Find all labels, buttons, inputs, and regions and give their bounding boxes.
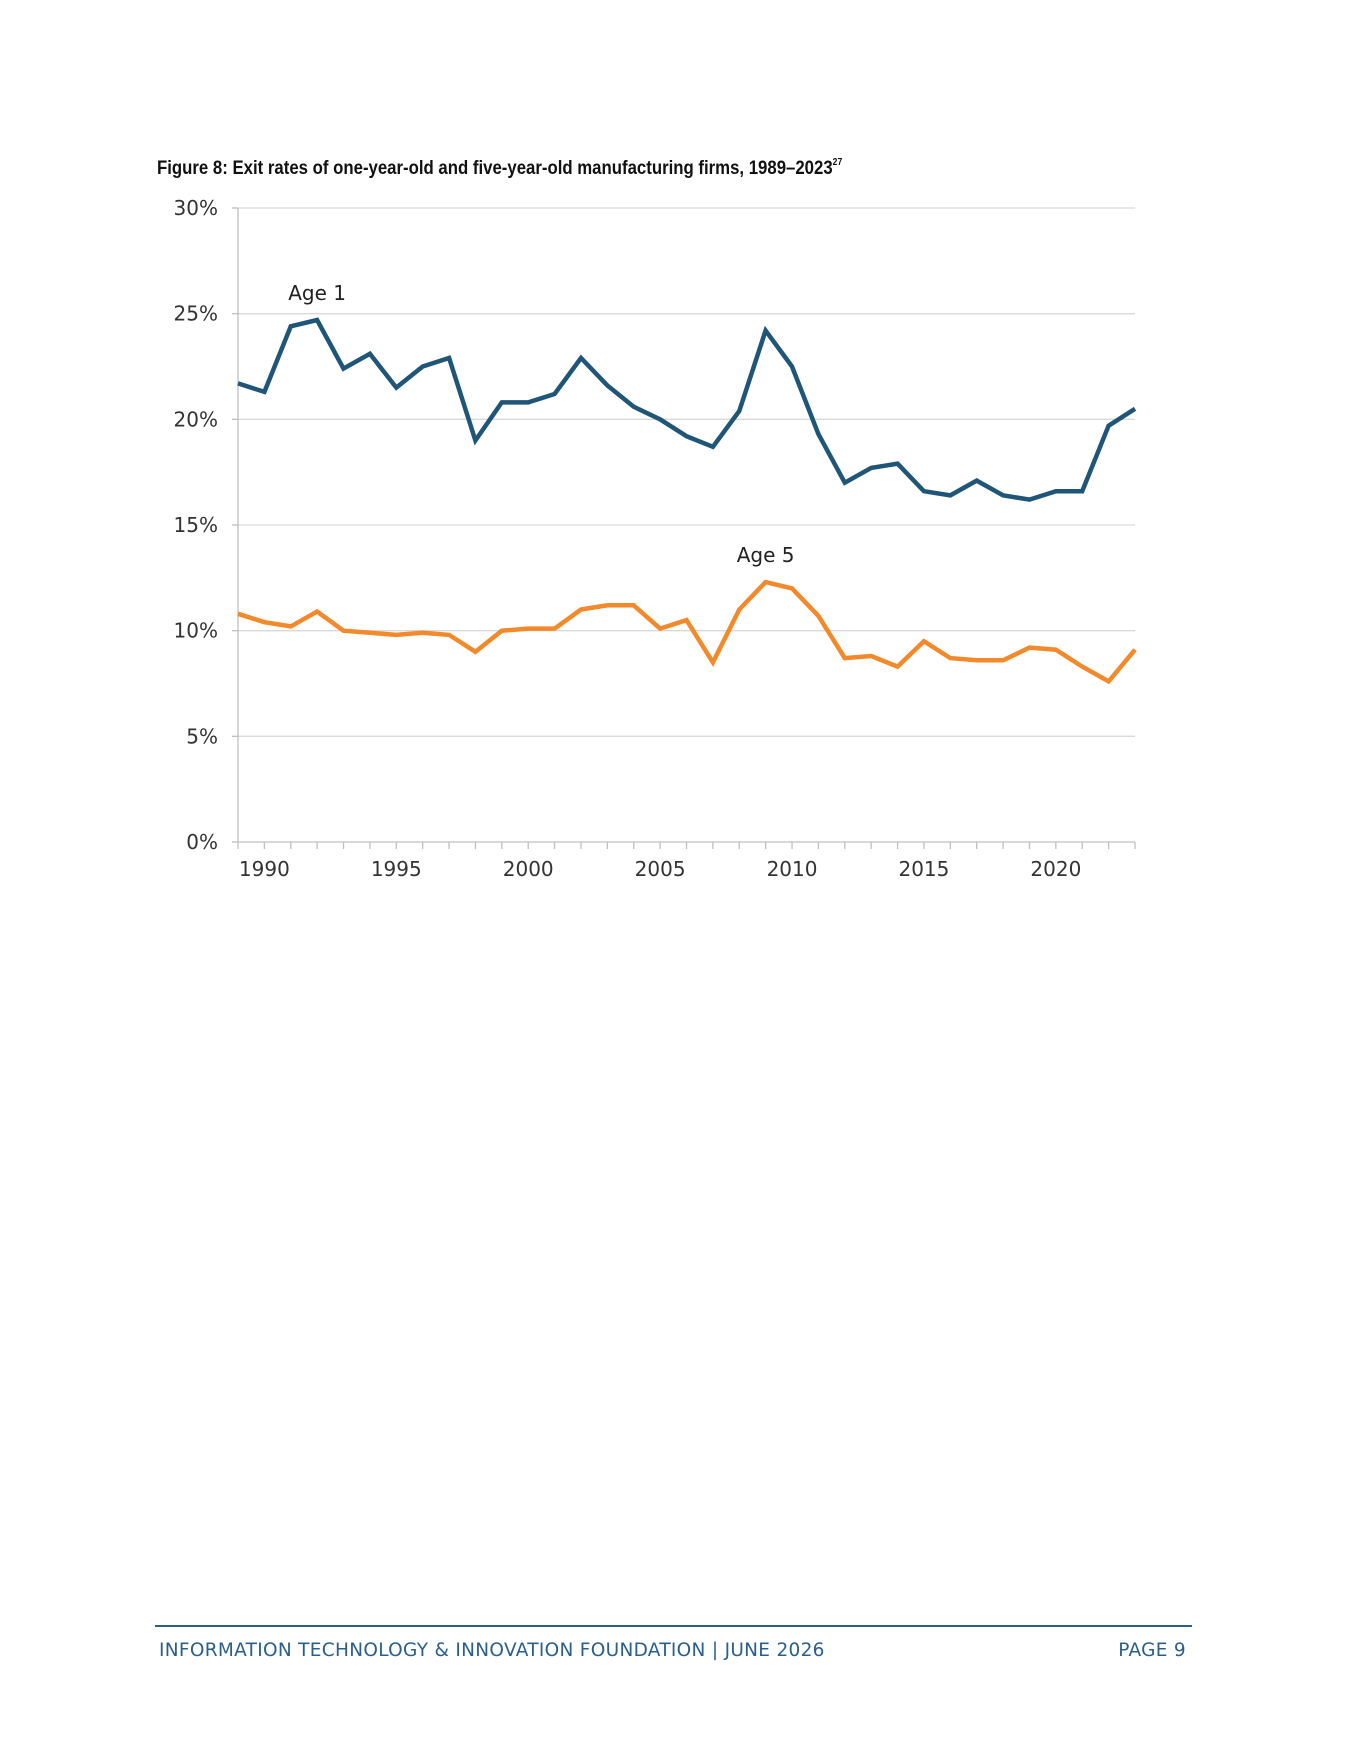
figure-title-text: Figure 8: Exit rates of one-year-old and… xyxy=(157,157,833,179)
y-tick-label: 20% xyxy=(174,407,218,431)
figure-title: Figure 8: Exit rates of one-year-old and… xyxy=(157,157,842,180)
y-tick-label: 10% xyxy=(174,619,218,643)
series-line-age-1 xyxy=(237,317,1137,502)
x-tick-label: 2010 xyxy=(767,857,818,881)
x-tick-label: 2020 xyxy=(1030,857,1081,881)
x-tick-label: 2000 xyxy=(503,857,554,881)
y-tick-label: 5% xyxy=(186,724,218,748)
x-tick-label: 1995 xyxy=(371,857,422,881)
y-tick-label: 0% xyxy=(186,830,218,854)
series-label-age-1: Age 1 xyxy=(288,281,346,305)
x-tick-label: 2015 xyxy=(898,857,949,881)
footer-page-number: PAGE 9 xyxy=(1118,1640,1186,1661)
figure-footnote: 27 xyxy=(832,157,843,168)
y-tick-label: 25% xyxy=(174,302,218,326)
y-tick-label: 15% xyxy=(174,513,218,537)
x-tick-label: 1990 xyxy=(239,857,290,881)
y-tick-label: 30% xyxy=(174,196,218,220)
footer-org-date: INFORMATION TECHNOLOGY & INNOVATION FOUN… xyxy=(159,1640,825,1661)
x-tick-label: 2005 xyxy=(635,857,686,881)
footer-rule xyxy=(155,1625,1192,1627)
series-line-age-5 xyxy=(237,579,1137,685)
exit-rates-line-chart: 0% 5% 10% 15% 20% 25% 30% 1990 1995 2000 2005 2010 2… xyxy=(174,196,1137,881)
series-label-age-5: Age 5 xyxy=(737,543,795,567)
